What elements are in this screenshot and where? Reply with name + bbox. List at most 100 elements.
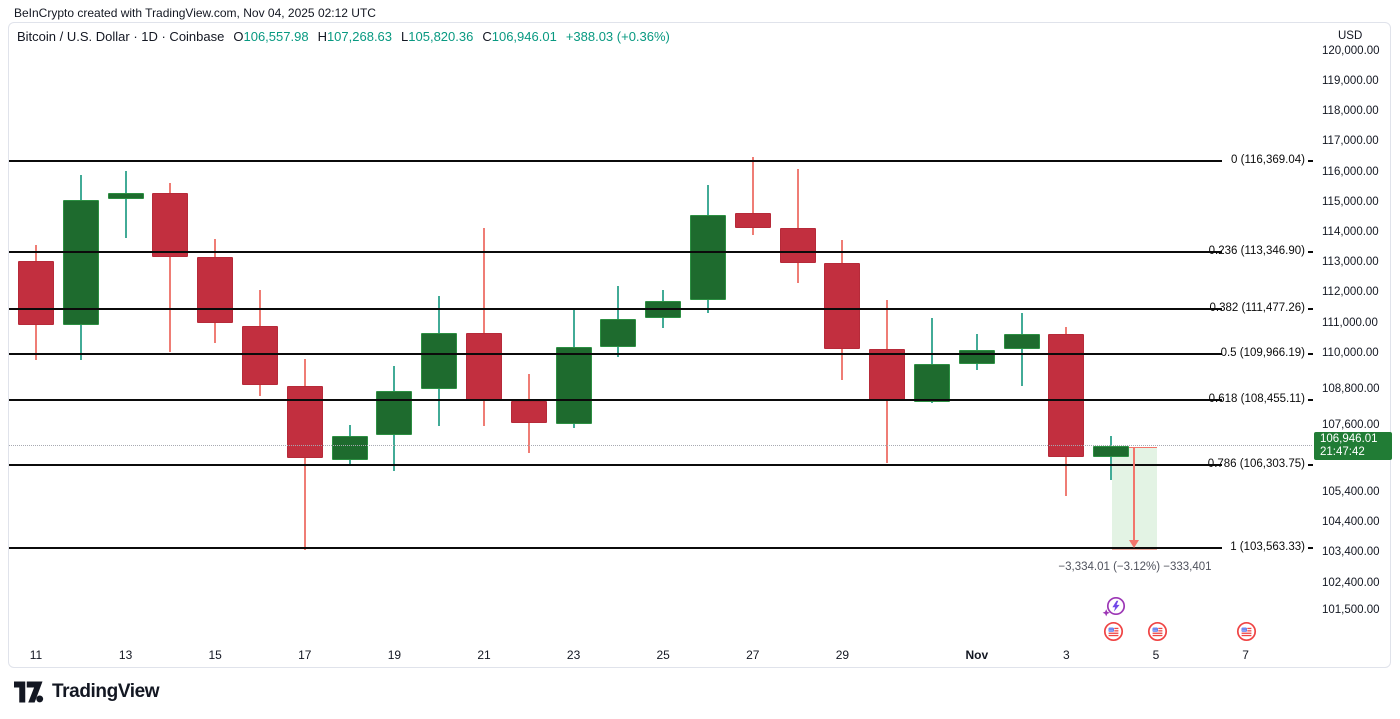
candle-wick-down: [483, 227, 485, 426]
time-axis-tick[interactable]: 3: [1063, 648, 1070, 662]
tradingview-logo[interactable]: TradingView: [14, 681, 160, 703]
time-axis-tick[interactable]: 15: [208, 648, 222, 662]
tradingview-logo-icon: [14, 681, 44, 703]
ohlc-low-value: 105,820.36: [408, 29, 474, 44]
price-axis-tick[interactable]: 103,400.00: [1322, 546, 1380, 559]
ohlc-open: O106,557.98: [233, 29, 308, 44]
chart-legend: Bitcoin / U.S. Dollar · 1D · Coinbase O1…: [17, 29, 670, 44]
ohlc-low-label: L: [401, 29, 409, 44]
chart-widget: [8, 22, 1391, 668]
candle-body-up: [421, 332, 458, 390]
candle-body-down: [734, 213, 771, 228]
candle-body-down: [824, 263, 861, 349]
candle-body-up: [958, 350, 995, 364]
candle-body-down: [779, 227, 816, 263]
attribution-text: BeInCrypto created with TradingView.com,…: [14, 6, 376, 20]
candle-body-down: [286, 386, 323, 458]
symbol-title: Bitcoin / U.S. Dollar · 1D · Coinbase: [17, 29, 225, 44]
price-axis-tick[interactable]: 107,600.00: [1322, 419, 1380, 432]
ohlc-high: H107,268.63: [318, 29, 392, 44]
price-axis-tick[interactable]: 102,400.00: [1322, 576, 1380, 589]
candle-wick-down: [796, 168, 799, 283]
candle-body-up: [914, 364, 950, 403]
time-axis-tick[interactable]: 21: [477, 648, 491, 662]
price-axis-tick[interactable]: 108,800.00: [1322, 383, 1380, 396]
time-axis-tick[interactable]: 27: [746, 648, 760, 662]
fib-label-dash: [1308, 307, 1313, 310]
fib-level-line-0.236[interactable]: [9, 251, 1222, 254]
time-axis-tick[interactable]: 19: [387, 648, 402, 662]
price-axis-tick[interactable]: 114,000.00: [1322, 225, 1379, 238]
fib-level-line-0[interactable]: [9, 159, 1222, 162]
fib-level-line-1[interactable]: [9, 547, 1222, 550]
candle-wick-down: [751, 156, 754, 235]
time-axis-tick[interactable]: 29: [835, 648, 850, 662]
ohlc-close-value: 106,946.01: [491, 29, 557, 44]
fib-label-dash: [1308, 547, 1313, 550]
us-event-icon[interactable]: [1236, 621, 1257, 647]
time-axis-tick[interactable]: 7: [1242, 648, 1249, 662]
price-axis-tick[interactable]: 120,000.00: [1322, 44, 1380, 57]
fib-level-label-0: 0 (116,369.04): [1231, 153, 1305, 166]
candle-body-up: [331, 435, 368, 460]
fib-level-line-0.786[interactable]: [9, 464, 1222, 467]
fib-level-label-1: 1 (103,563.33): [1230, 541, 1305, 554]
candle-body-up: [600, 318, 637, 348]
price-axis-tick[interactable]: 116,000.00: [1322, 165, 1379, 178]
candle-wick-up: [124, 171, 127, 238]
time-axis-tick[interactable]: 25: [656, 648, 670, 662]
chart-pane[interactable]: [9, 46, 1312, 644]
candle-body-up: [62, 200, 99, 325]
price-axis-tick[interactable]: 115,000.00: [1322, 195, 1379, 208]
price-axis-tick[interactable]: 101,500.00: [1322, 603, 1380, 616]
candle-body-up: [107, 192, 144, 199]
tradingview-logo-text: TradingView: [52, 681, 160, 702]
fib-level-line-0.382[interactable]: [9, 307, 1222, 310]
price-axis-tick[interactable]: 118,000.00: [1322, 105, 1379, 118]
candle-body-down: [510, 400, 547, 423]
fib-level-line-0.5[interactable]: [9, 353, 1222, 356]
time-axis-tick[interactable]: 13: [118, 648, 133, 662]
candle-body-up: [555, 347, 592, 424]
measure-tool-label: −3,334.01 (−3.12%) −333,401: [1058, 561, 1212, 573]
ohlc-open-value: 106,557.98: [243, 29, 309, 44]
fib-label-dash: [1308, 464, 1313, 467]
ohlc-high-label: H: [317, 29, 327, 44]
us-event-icon[interactable]: [1103, 621, 1124, 647]
price-axis-tick[interactable]: 104,400.00: [1322, 516, 1380, 529]
time-axis-tick[interactable]: 5: [1152, 648, 1160, 662]
time-axis-tick[interactable]: 17: [298, 648, 312, 662]
time-axis-tick[interactable]: 23: [566, 648, 581, 662]
candle-wick-up: [931, 318, 933, 404]
fib-level-label-0.382: 0.382 (111,477.26): [1209, 301, 1305, 314]
fib-label-dash: [1308, 399, 1313, 402]
candle-body-down: [466, 332, 502, 400]
ai-event-icon[interactable]: [1102, 596, 1128, 625]
last-price-badge[interactable]: 106,946.01 21:47:42: [1314, 431, 1392, 460]
candle-body-down: [152, 192, 189, 257]
price-change: +388.03 (+0.36%): [565, 29, 670, 44]
last-price-line: [9, 445, 1312, 447]
price-axis-tick[interactable]: 110,000.00: [1322, 346, 1379, 359]
us-event-icon[interactable]: [1147, 621, 1168, 647]
price-axis-tick[interactable]: 111,000.00: [1322, 316, 1378, 329]
candle-body-up: [1093, 445, 1130, 458]
price-axis-tick[interactable]: 117,000.00: [1322, 135, 1379, 148]
candle-body-up: [690, 214, 726, 300]
price-axis-tick[interactable]: 119,000.00: [1322, 74, 1379, 87]
price-axis-currency-label: USD: [1338, 30, 1363, 42]
fib-level-label-0.5: 0.5 (109,966.19): [1220, 347, 1305, 360]
candle-body-down: [869, 348, 906, 401]
candle-body-down: [197, 256, 234, 323]
fib-level-line-0.618[interactable]: [9, 399, 1222, 402]
last-price-value: 106,946.01: [1320, 432, 1378, 445]
candle-wick-down: [169, 182, 172, 352]
ohlc-open-label: O: [233, 29, 244, 44]
price-axis-tick[interactable]: 113,000.00: [1322, 256, 1379, 269]
time-axis-tick[interactable]: Nov: [965, 648, 989, 662]
time-axis-tick[interactable]: 11: [29, 648, 43, 662]
candle-body-up: [376, 390, 413, 436]
price-axis-tick[interactable]: 112,000.00: [1322, 286, 1379, 299]
price-axis-tick[interactable]: 105,400.00: [1322, 486, 1380, 499]
